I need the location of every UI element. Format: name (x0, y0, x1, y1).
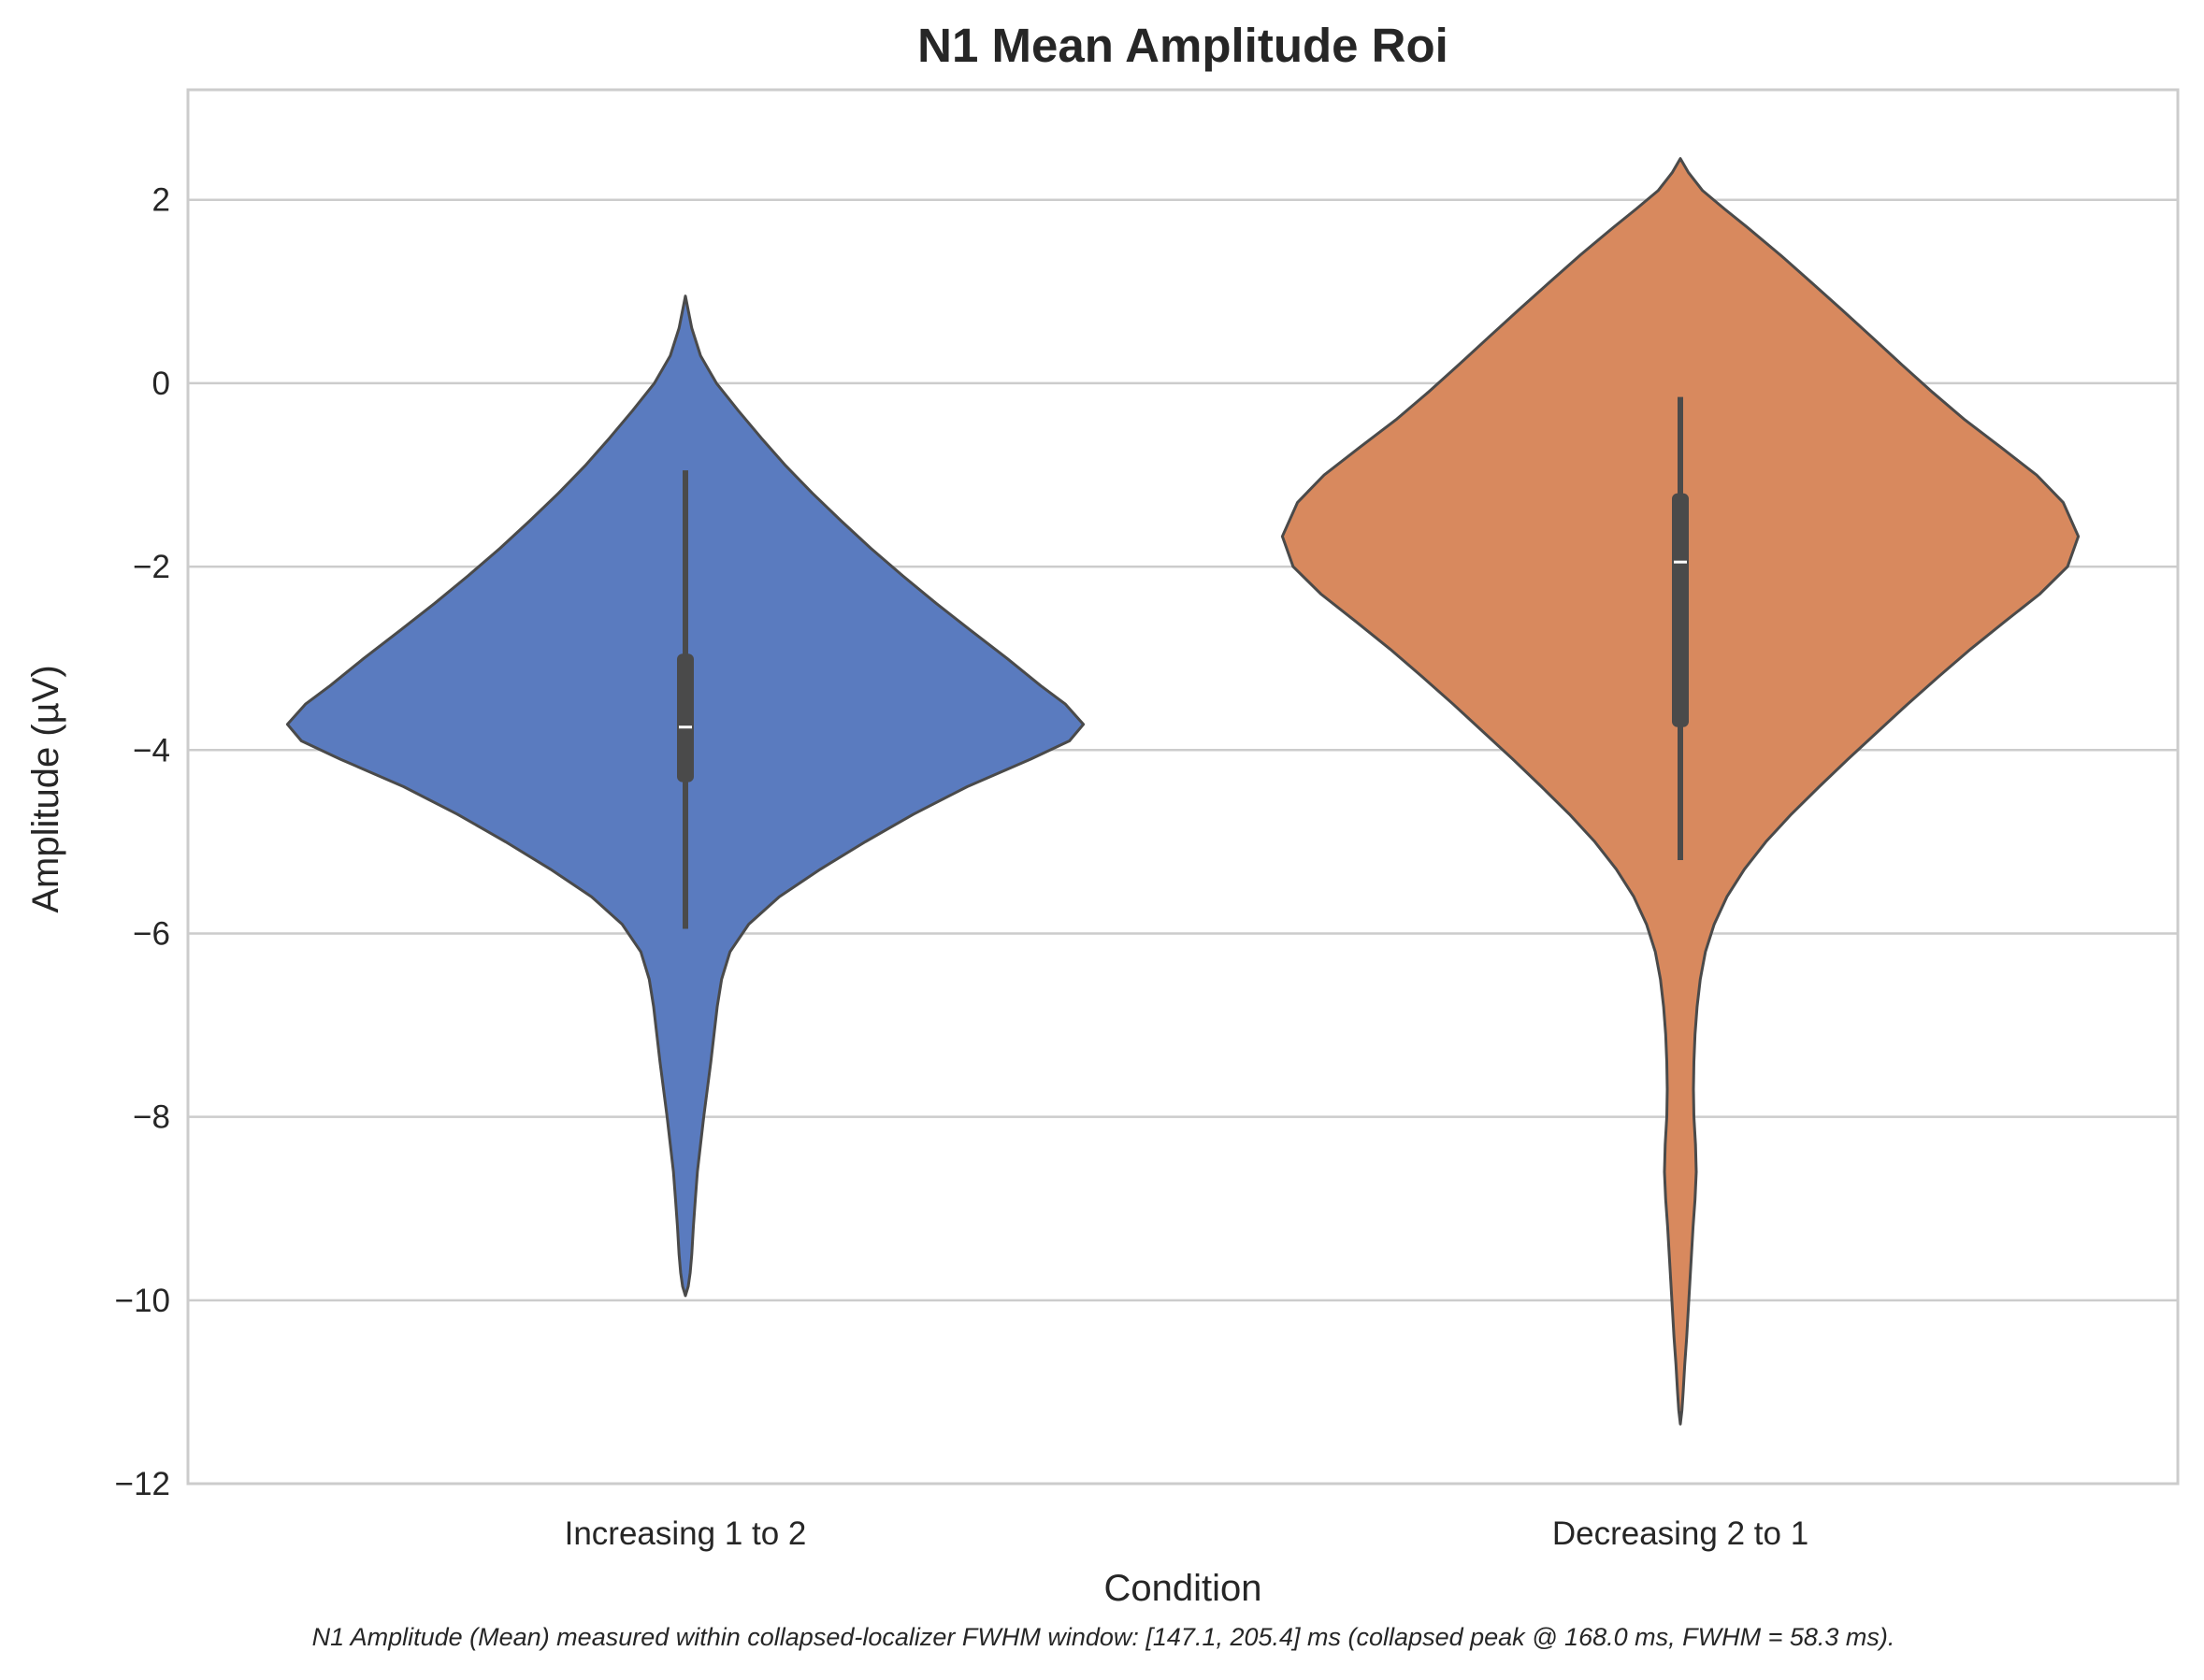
y-tick-label: −12 (115, 1466, 170, 1502)
chart-caption: N1 Amplitude (Mean) measured within coll… (312, 1623, 1895, 1651)
y-tick-label: −6 (133, 915, 170, 952)
y-tick-label: 2 (152, 182, 170, 219)
iqr-box (677, 653, 694, 783)
y-tick-labels: −12 −10 −8 −6 −4 −2 0 2 (115, 182, 170, 1502)
inner-boxes (677, 396, 1689, 929)
y-axis-label: Amplitude (µV) (25, 665, 66, 912)
x-tick-label: Decreasing 2 to 1 (1552, 1515, 1808, 1552)
x-axis-label: Condition (1103, 1568, 1261, 1609)
y-tick-label: 0 (152, 366, 170, 402)
x-tick-labels: Increasing 1 to 2 Decreasing 2 to 1 (565, 1515, 1809, 1552)
y-tick-label: −2 (133, 549, 170, 585)
x-tick-label: Increasing 1 to 2 (565, 1515, 807, 1552)
y-tick-label: −4 (133, 732, 170, 768)
chart-title: N1 Mean Amplitude Roi (917, 19, 1448, 72)
plot-frame (186, 88, 2180, 1486)
violins (285, 157, 2081, 1426)
y-tick-label: −10 (115, 1283, 170, 1319)
y-tick-label: −8 (133, 1099, 170, 1136)
iqr-box (1672, 493, 1689, 727)
